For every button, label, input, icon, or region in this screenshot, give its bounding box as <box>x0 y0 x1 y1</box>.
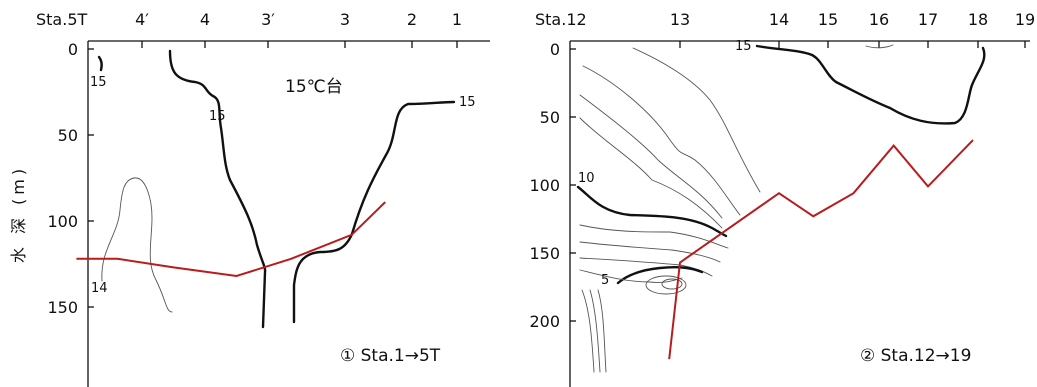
panel2-contour-thin-2 <box>582 65 741 216</box>
panel-sta1-5t: 0 50 100 150 Sta.5T 4′ 4 3′ 3 2 1 水 深 (m) 15 15 1… <box>9 10 490 387</box>
panel2-contour-label-10: 10 <box>578 171 595 186</box>
panel1-contour-15-near-5t <box>97 55 103 72</box>
panel2-contour-label-5: 5 <box>601 273 609 288</box>
panel2-y-ticks: 0 50 100 150 200 <box>529 40 576 331</box>
p2-y-tick-label-0: 0 <box>550 40 560 59</box>
panel1-y-ticks: 0 50 100 150 <box>47 40 94 317</box>
p2-y-tick-label-100: 100 <box>529 176 560 195</box>
panel1-region-label: 15℃台 <box>285 77 343 97</box>
panel1-contour-label-15-b: 15 <box>209 109 226 124</box>
panel2-contour-thin-7 <box>579 257 713 277</box>
p1-station-label-4: 3 <box>340 10 350 29</box>
panel1-y-axis-label: 水 深 (m) <box>9 165 28 263</box>
panel1-contour-15-west <box>168 49 267 329</box>
panel1-contour-label-15-a: 15 <box>90 75 107 90</box>
panel2-contour-eddy-inner <box>661 278 683 290</box>
p2-station-label-2: 14 <box>769 10 789 29</box>
panel2-contour-thin-5 <box>579 224 729 249</box>
p1-y-tick-label-50: 50 <box>58 126 78 145</box>
p1-y-tick-label-150: 150 <box>47 298 78 317</box>
panel1-station-ticks: Sta.5T 4′ 4 3′ 3 2 1 <box>36 10 462 48</box>
panel2-annotation: ② Sta.12→19 <box>860 346 971 366</box>
panel2-contour-thin-10 <box>589 289 601 373</box>
panel2-bottom-depth-line <box>668 139 974 360</box>
panel1-contour-15-east <box>292 100 456 324</box>
p2-station-label-0: Sta.12 <box>535 10 587 29</box>
panel2-contour-thin-9 <box>581 289 595 373</box>
panel2-contour-label-15: 15 <box>735 39 752 54</box>
p2-y-tick-label-150: 150 <box>529 244 560 263</box>
p1-station-label-2: 4 <box>200 10 210 29</box>
p2-station-label-4: 16 <box>869 10 889 29</box>
panel1-contour-label-15-c: 15 <box>459 95 476 110</box>
p2-station-label-1: 13 <box>670 10 690 29</box>
panel1-contour-label-14: 14 <box>91 281 108 296</box>
panel2-contour-thin-6 <box>579 241 721 263</box>
panel2-contour-15 <box>755 44 986 125</box>
panel2-contour-eddy-outer <box>645 275 687 295</box>
p1-station-label-5: 2 <box>407 10 417 29</box>
panel2-contour-10 <box>576 185 728 238</box>
p2-station-label-6: 18 <box>968 10 988 29</box>
p1-y-tick-label-0: 0 <box>68 40 78 59</box>
p1-station-label-0: Sta.5T <box>36 10 88 29</box>
panel2-contour-small-top <box>865 44 894 49</box>
panel1-contour-14 <box>101 177 173 313</box>
panel1-bottom-depth-line <box>76 201 386 278</box>
panel2-station-ticks: Sta.12 13 14 15 16 17 18 19 <box>535 10 1035 48</box>
panel2-contour-thin-3 <box>579 94 723 219</box>
panel2-contour-thin-8 <box>579 269 683 283</box>
p2-y-tick-label-200: 200 <box>529 312 560 331</box>
p1-station-label-6: 1 <box>452 10 462 29</box>
panel2-contour-thin-4 <box>579 117 723 229</box>
panel2-contour-thin-1 <box>632 47 761 193</box>
p2-station-label-3: 15 <box>818 10 838 29</box>
p1-station-label-1: 4′ <box>135 10 149 29</box>
p2-y-tick-label-50: 50 <box>540 108 560 127</box>
panel2-contour-thin-11 <box>597 289 607 373</box>
panel1-annotation: ① Sta.1→5T <box>340 346 441 366</box>
p1-station-label-3: 3′ <box>261 10 275 29</box>
panel2-contour-5 <box>616 266 704 285</box>
p2-station-label-5: 17 <box>918 10 938 29</box>
p2-station-label-7: 19 <box>1015 10 1035 29</box>
p1-y-tick-label-100: 100 <box>47 212 78 231</box>
